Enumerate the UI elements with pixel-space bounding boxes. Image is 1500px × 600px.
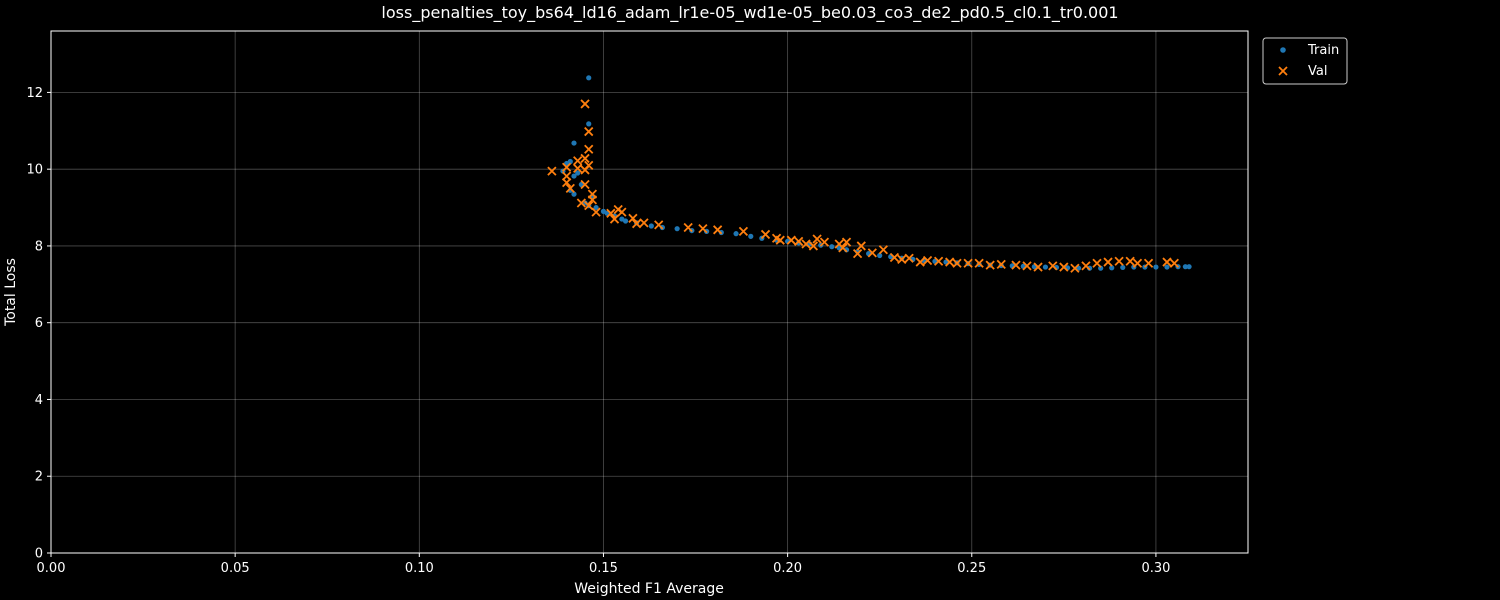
train-point [829, 244, 834, 249]
x-tick-label: 0.05 [221, 561, 250, 576]
x-tick-label: 0.20 [773, 561, 802, 576]
train-point [1043, 264, 1048, 269]
train-point [1164, 264, 1169, 269]
train-point [623, 218, 628, 223]
legend: Train Val [1263, 38, 1347, 84]
x-tick-label: 0.15 [589, 561, 618, 576]
y-axis-label: Total Loss [3, 258, 19, 327]
x-tick-label: 0.10 [405, 561, 434, 576]
x-tick-label: 0.30 [1141, 561, 1170, 576]
train-point [1153, 264, 1158, 269]
train-point [748, 234, 753, 239]
x-tick-label: 0.00 [37, 561, 66, 576]
train-point [1186, 264, 1191, 269]
legend-train-marker [1280, 47, 1286, 53]
train-point [1120, 265, 1125, 270]
y-tick-label: 8 [35, 239, 43, 254]
x-tick-label: 0.25 [957, 561, 986, 576]
train-point [733, 231, 738, 236]
chart-title: loss_penalties_toy_bs64_ld16_adam_lr1e-0… [381, 3, 1118, 23]
y-tick-label: 10 [26, 163, 43, 178]
train-point [586, 121, 591, 126]
y-tick-label: 0 [35, 547, 43, 562]
legend-val-label: Val [1308, 64, 1327, 79]
x-axis-label: Weighted F1 Average [574, 581, 724, 597]
train-point [586, 75, 591, 80]
train-point [571, 140, 576, 145]
y-tick-label: 6 [35, 316, 43, 331]
legend-train-label: Train [1307, 43, 1339, 58]
y-tick-label: 12 [26, 86, 43, 101]
train-point [649, 223, 654, 228]
y-tick-label: 4 [35, 393, 43, 408]
y-tick-label: 2 [35, 470, 43, 485]
train-point [571, 173, 576, 178]
train-point [675, 226, 680, 231]
